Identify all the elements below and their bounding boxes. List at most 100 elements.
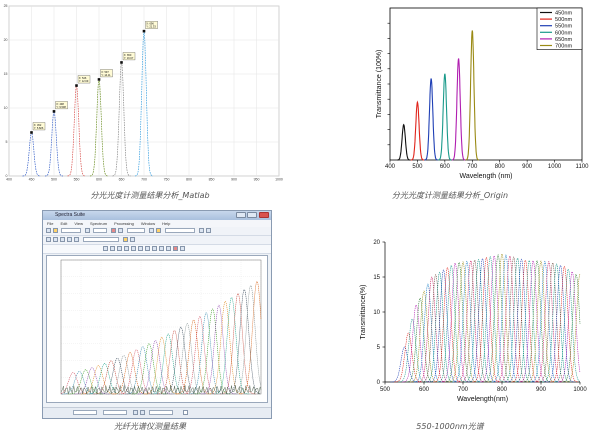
matlab-datatip-box bbox=[32, 122, 46, 131]
origin-x-axis-label: Wavelength (nm) bbox=[459, 173, 512, 180]
range-peak-line bbox=[445, 261, 474, 383]
range-x-tick: 600 bbox=[419, 387, 430, 393]
origin-series-line bbox=[438, 73, 452, 161]
mode-s-icon[interactable] bbox=[53, 237, 58, 242]
spec-peak-line bbox=[68, 369, 104, 395]
origin-series-line bbox=[410, 100, 424, 161]
matlab-x-tick: 1000 bbox=[275, 178, 283, 182]
device-select[interactable] bbox=[165, 228, 195, 233]
autoscale-icon[interactable] bbox=[131, 246, 136, 251]
menu-edit[interactable]: Edit bbox=[60, 221, 68, 226]
spec-peak-line bbox=[106, 355, 142, 395]
clear-icon[interactable] bbox=[173, 246, 178, 251]
fit-x-icon[interactable] bbox=[138, 246, 143, 251]
save-icon[interactable] bbox=[53, 228, 58, 233]
matlab-y-tick: 5 bbox=[6, 140, 8, 144]
cursor-left-icon[interactable] bbox=[133, 410, 138, 415]
menu-view[interactable]: View bbox=[74, 221, 83, 226]
matlab-datatip-y: Y: 16.67 bbox=[124, 56, 134, 60]
range-peak-line bbox=[410, 290, 438, 383]
mode-i-icon[interactable] bbox=[74, 237, 79, 242]
spectrometer-chart bbox=[60, 259, 262, 395]
open-icon[interactable] bbox=[46, 228, 51, 233]
spec-peak-line bbox=[131, 343, 167, 395]
zoom-out-icon[interactable] bbox=[110, 246, 115, 251]
matlab-x-tick: 550 bbox=[74, 178, 80, 182]
matlab-datatip-box bbox=[100, 69, 113, 78]
strip-chart-icon[interactable] bbox=[123, 237, 128, 242]
help-icon[interactable] bbox=[206, 228, 211, 233]
origin-x-tick: 500 bbox=[412, 164, 423, 170]
matlab-x-tick: 700 bbox=[141, 178, 147, 182]
cursor-right-icon[interactable] bbox=[140, 410, 145, 415]
matlab-datatip-x: X: 546 bbox=[79, 76, 87, 80]
matlab-datatip-x: X: 452 bbox=[34, 123, 42, 127]
zoom-in-icon[interactable] bbox=[103, 246, 108, 251]
cursor-value-field bbox=[103, 410, 127, 415]
mode-t-icon[interactable] bbox=[60, 237, 65, 242]
origin-x-tick: 800 bbox=[495, 164, 506, 170]
dark-icon[interactable] bbox=[118, 228, 123, 233]
range-peak-line bbox=[460, 259, 489, 383]
matlab-datatip-marker bbox=[75, 84, 78, 87]
spec-peak-line bbox=[220, 293, 256, 395]
window-titlebar[interactable]: Spectra Suite bbox=[43, 211, 271, 220]
spectrometer-window: Spectra Suite File Edit View Spectrum Proces… bbox=[42, 210, 272, 419]
menu-window[interactable]: Window bbox=[140, 221, 156, 226]
origin-chart: 400 500 600 700 800 900 1000 1100 Wavelength (nm… bbox=[376, 7, 590, 180]
color-icon[interactable] bbox=[130, 237, 135, 242]
mode-r-icon[interactable] bbox=[67, 237, 72, 242]
range-peak-line bbox=[417, 276, 446, 383]
origin-x-tick: 400 bbox=[385, 164, 396, 170]
menu-help[interactable]: Help bbox=[162, 221, 171, 226]
matlab-y-tick: 10 bbox=[4, 106, 8, 110]
boxcar-field[interactable] bbox=[127, 228, 145, 233]
menu-processing[interactable]: Processing bbox=[114, 221, 134, 226]
fit-y-icon[interactable] bbox=[145, 246, 150, 251]
spec-peak-line bbox=[99, 357, 135, 395]
scan-icon[interactable] bbox=[85, 228, 90, 233]
range-peak-line bbox=[565, 274, 581, 383]
matlab-datatip-marker bbox=[30, 131, 33, 134]
range-peak-line bbox=[554, 268, 581, 383]
processing-select[interactable] bbox=[83, 237, 119, 242]
show-peak-checkbox[interactable] bbox=[183, 410, 188, 415]
origin-x-tick: 1100 bbox=[576, 164, 590, 170]
matlab-datatip-x: X: 498 bbox=[56, 102, 64, 106]
minimize-button[interactable] bbox=[236, 212, 246, 218]
mode-a-icon[interactable] bbox=[46, 237, 51, 242]
print-icon[interactable] bbox=[159, 246, 164, 251]
spec-peak-line bbox=[182, 315, 218, 395]
spectrum-graph[interactable] bbox=[46, 255, 268, 403]
menu-file[interactable]: File bbox=[47, 221, 54, 226]
range-peak-line bbox=[421, 274, 450, 383]
range-y-tick: 5 bbox=[377, 345, 381, 351]
range-peak-line bbox=[472, 256, 501, 383]
integration-time-field[interactable] bbox=[61, 228, 81, 233]
reference-icon[interactable] bbox=[149, 228, 154, 233]
matlab-datatip-marker bbox=[52, 110, 56, 113]
maximize-button[interactable] bbox=[247, 212, 257, 218]
menu-spectrum[interactable]: Spectrum bbox=[89, 221, 108, 226]
range-y-tick: 15 bbox=[373, 275, 380, 281]
matlab-chart: 400 450 500 550 600 650 700 750 800 850 900 950 1000… bbox=[4, 4, 283, 182]
export-icon[interactable] bbox=[166, 246, 171, 251]
matlab-datatip-marker bbox=[142, 29, 146, 33]
zoom-box-icon[interactable] bbox=[117, 246, 122, 251]
matlab-caption: 分光光度计测量结果分析_Matlab bbox=[90, 191, 210, 200]
overlay-icon[interactable] bbox=[180, 246, 185, 251]
average-field[interactable] bbox=[93, 228, 107, 233]
pan-icon[interactable] bbox=[124, 246, 129, 251]
close-button[interactable] bbox=[259, 212, 269, 218]
range-peak-line bbox=[542, 263, 571, 383]
copy-icon[interactable] bbox=[152, 246, 157, 251]
settings-icon[interactable] bbox=[199, 228, 204, 233]
stop-icon[interactable] bbox=[111, 228, 116, 233]
spec-peak-line bbox=[61, 371, 97, 395]
matlab-datatip-y: Y: 14.11 bbox=[101, 73, 111, 77]
origin-x-tick: 900 bbox=[522, 164, 533, 170]
lamp-icon[interactable] bbox=[156, 228, 161, 233]
matlab-datatip-y: Y: 21.33 bbox=[146, 25, 156, 29]
origin-x-tick: 600 bbox=[440, 164, 451, 170]
matlab-datatip-box bbox=[122, 52, 136, 61]
